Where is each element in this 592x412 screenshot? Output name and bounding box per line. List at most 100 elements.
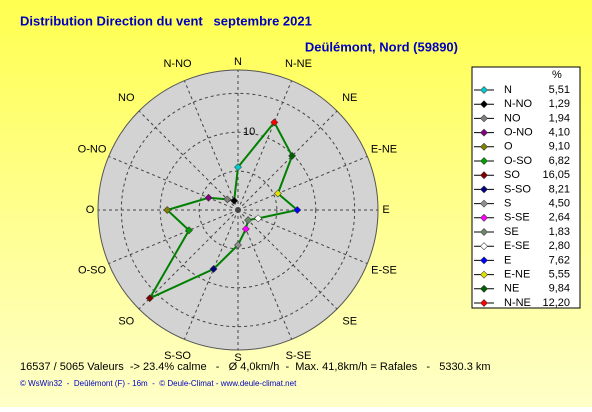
legend-marker [480,185,488,194]
spoke [183,209,239,340]
legend-value: 4,10 [549,127,570,139]
legend-marker [480,299,488,307]
chart-subtitle: Deülémont, Nord (59890) [305,39,458,54]
data-point [163,206,172,214]
direction-label: O-NO [78,143,107,155]
footer: 16537 / 5065 Valeurs -> 23.4% calme - Ø … [20,361,491,373]
data-point [270,118,279,127]
legend-name: E-NE [504,269,530,281]
legend-value: 9,84 [549,283,570,295]
spoke [138,209,239,310]
legend-value: 12,20 [542,297,570,309]
legend-name: O [504,141,513,153]
data-point [234,241,242,249]
data-point [254,214,263,223]
legend-value: 1,94 [549,112,570,124]
direction-label: SE [342,316,357,328]
legend-value: 2,64 [549,212,570,224]
legend-name: NE [504,283,519,295]
spoke [237,209,293,340]
direction-label: E [382,204,389,216]
legend-marker [480,86,488,94]
spoke [138,110,239,211]
data-point [185,226,193,235]
data-point [145,294,154,303]
legend-name: S-SE [504,212,530,224]
spoke [237,209,368,265]
legend-marker [480,228,488,236]
direction-label: N [234,56,242,68]
legend-marker [480,242,488,251]
direction-label: N-NO [163,58,192,70]
direction-label: N-NE [285,58,312,70]
direction-label: O-SO [78,264,107,276]
data-point [293,206,302,214]
spoke [237,110,338,211]
direction-label: SO [118,316,134,328]
data-point [273,189,282,198]
direction-label: O [86,204,95,216]
legend-marker [480,128,488,137]
legend-marker [480,142,488,151]
legend-header: % [552,69,562,81]
legend-marker [480,284,488,293]
spoke [108,155,239,211]
direction-label: S-SO [164,350,191,362]
legend-value: 6,82 [549,155,570,167]
legend-value: 7,62 [549,254,570,266]
legend-marker [480,157,488,165]
legend-marker [480,199,488,208]
legend-name: SE [504,226,519,238]
legend-value: 2,80 [549,240,570,252]
credit: © WsWin32 - Deûlémont (F) - 16m - © Deul… [20,379,297,388]
data-point [288,151,297,160]
data-point [230,196,239,205]
legend-marker [480,213,488,222]
legend-name: E [504,254,511,266]
data-point [204,193,213,202]
direction-label: NO [118,92,135,104]
data-point [209,265,218,273]
legend-marker [480,270,488,279]
data-point [223,195,232,204]
legend-name: O-SO [504,155,533,167]
chart-title: Distribution Direction du vent septembre… [20,13,312,28]
legend-value: 8,21 [549,183,570,195]
grid-ring [159,131,317,289]
legend-name: N-NO [504,98,533,110]
spoke [237,80,293,211]
legend-marker [480,100,488,109]
legend-value: 5,55 [549,269,570,281]
spoke [108,209,239,265]
legend-value: 9,10 [549,141,570,153]
legend-name: S-SO [504,183,531,195]
legend-name: E-SE [504,240,530,252]
legend-name: N [504,84,512,96]
data-point [241,225,250,233]
legend-name: O-NO [504,127,533,139]
data-point [244,216,252,224]
legend-marker [480,114,488,123]
spoke [183,80,239,211]
direction-label: S [234,352,241,364]
legend-name: S [504,198,511,210]
legend [471,66,581,309]
legend-value: 1,83 [549,226,570,238]
spoke [237,155,368,211]
legend-name: N-NE [504,297,531,309]
legend-value: 16,05 [542,169,570,181]
legend-value: 5,51 [549,84,570,96]
direction-label: S-SE [286,350,312,362]
legend-value: 4,50 [549,198,570,210]
legend-marker [480,256,488,265]
legend-name: NO [504,112,521,124]
legend-value: 1,29 [549,98,570,110]
legend-marker [480,171,488,180]
direction-label: E-NE [371,143,397,155]
legend-name: SO [504,169,520,181]
spoke [237,209,338,310]
direction-label: NE [342,92,357,104]
direction-label: E-SE [371,264,397,276]
data-point [234,163,242,172]
